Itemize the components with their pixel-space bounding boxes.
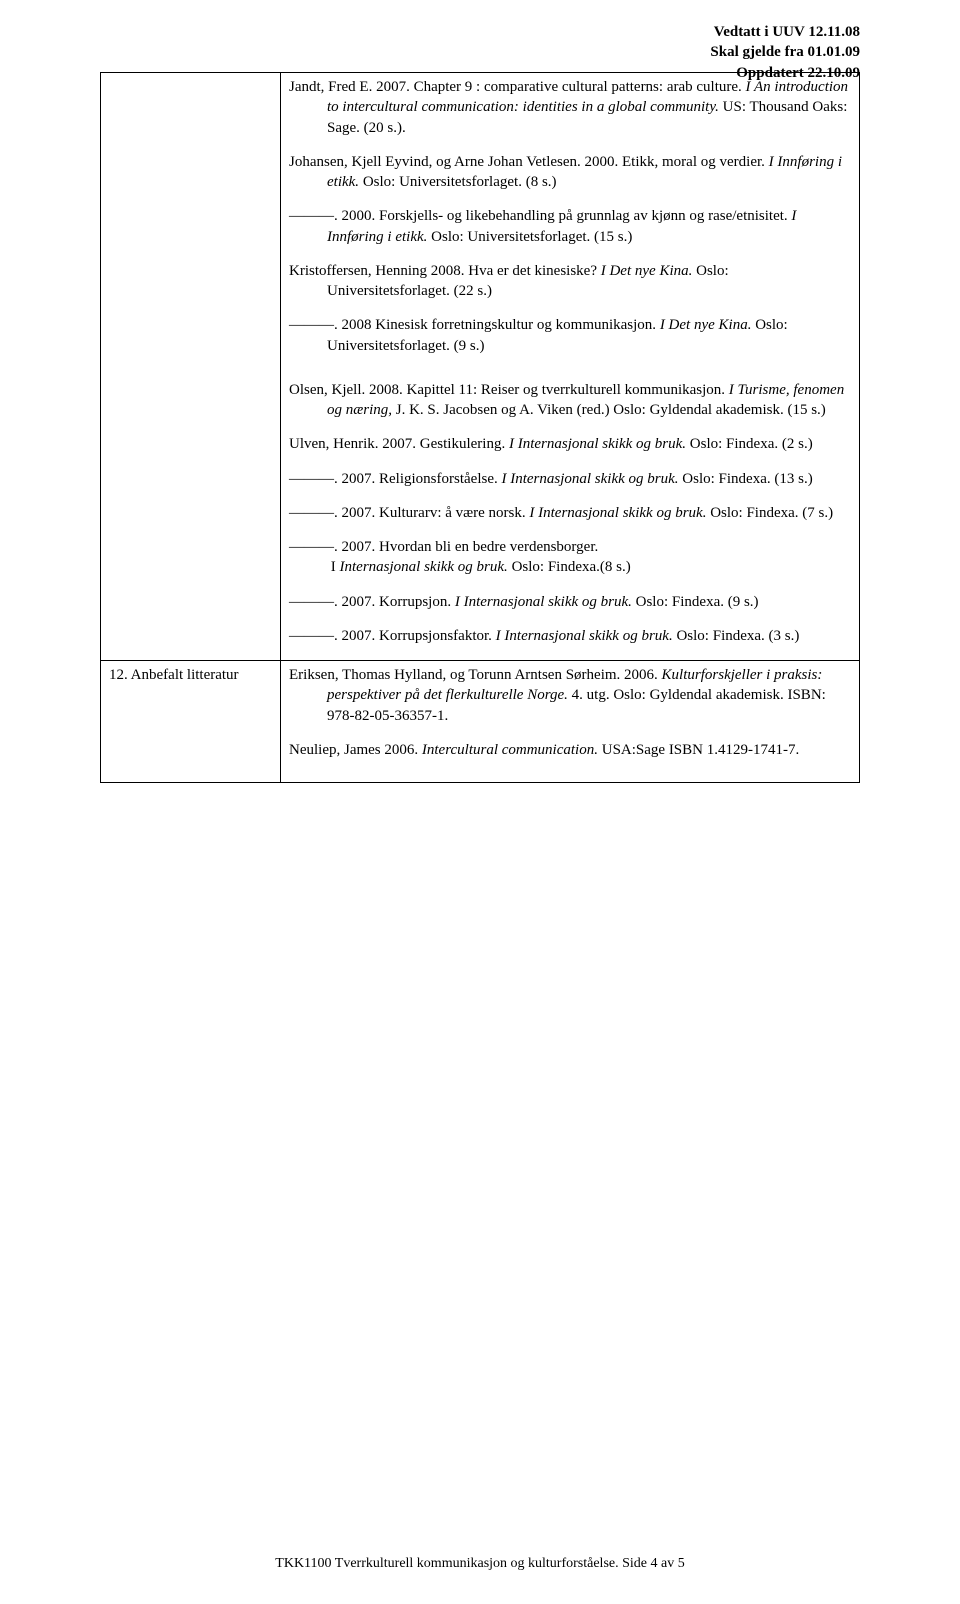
ref-italic: I Internasjonal skikk og bruk. [529, 505, 706, 521]
table-row: 12. Anbefalt litteratur Eriksen, Thomas … [101, 661, 860, 783]
ref-text: Oslo: Findexa. (9 s.) [632, 594, 759, 610]
ref-text: ———. 2007. Religionsforståelse. [289, 471, 501, 487]
reference-entry: Jandt, Fred E. 2007. Chapter 9 : compara… [289, 77, 851, 138]
row-content-cell: Jandt, Fred E. 2007. Chapter 9 : compara… [281, 73, 860, 661]
ref-italic: I Internasjonal skikk og bruk. [496, 628, 673, 644]
header-line: Oppdatert 22.10.09 [710, 63, 860, 83]
ref-text: Oslo: Findexa. (2 s.) [686, 436, 813, 452]
reference-entry: Johansen, Kjell Eyvind, og Arne Johan Ve… [289, 152, 851, 193]
reference-entry: Neuliep, James 2006. Intercultural commu… [289, 740, 851, 760]
page-footer: TKK1100 Tverrkulturell kommunikasjon og … [0, 1555, 960, 1574]
ref-text: Olsen, Kjell. 2008. Kapittel 11: Reiser … [289, 382, 729, 398]
ref-italic: I Det nye Kina. [601, 263, 693, 279]
ref-italic: I Internasjonal skikk og bruk. [455, 594, 632, 610]
header-line: Vedtatt i UUV 12.11.08 [710, 22, 860, 42]
reference-entry: ———. 2008 Kinesisk forretningskultur og … [289, 315, 851, 356]
footer-text: TKK1100 Tverrkulturell kommunikasjon og … [275, 1556, 622, 1571]
reference-entry: Kristoffersen, Henning 2008. Hva er det … [289, 261, 851, 302]
footer-page: Side 4 av 5 [622, 1556, 685, 1571]
ref-text: Neuliep, James 2006. [289, 742, 422, 758]
ref-text: Johansen, Kjell Eyvind, og Arne Johan Ve… [289, 154, 769, 170]
ref-text: ———. 2008 Kinesisk forretningskultur og … [289, 317, 660, 333]
reference-entry: Eriksen, Thomas Hylland, og Torunn Arnts… [289, 665, 851, 726]
ref-text: J. K. S. Jacobsen og A. Viken (red.) Osl… [392, 402, 826, 418]
page-header-meta: Vedtatt i UUV 12.11.08 Skal gjelde fra 0… [710, 22, 860, 83]
ref-text: Oslo: Universitetsforlaget. (8 s.) [359, 174, 556, 190]
ref-text: ———. 2007. Korrupsjon. [289, 594, 455, 610]
ref-text: ———. 2000. Forskjells- og likebehandling… [289, 208, 791, 224]
literature-table: Jandt, Fred E. 2007. Chapter 9 : compara… [100, 72, 860, 783]
ref-italic: Internasjonal skikk og bruk. [340, 559, 508, 575]
reference-entry: Olsen, Kjell. 2008. Kapittel 11: Reiser … [289, 380, 851, 421]
spacer [289, 370, 851, 380]
ref-text: ———. 2007. Kulturarv: å være norsk. [289, 505, 529, 521]
reference-entry: ———. 2007. Korrupsjon. I Internasjonal s… [289, 592, 851, 612]
reference-entry: ———. 2007. Kulturarv: å være norsk. I In… [289, 503, 851, 523]
ref-text: I [331, 559, 340, 575]
ref-italic: I Internasjonal skikk og bruk. [509, 436, 686, 452]
ref-text: Jandt, Fred E. 2007. Chapter 9 : compara… [289, 79, 746, 95]
ref-italic: Intercultural communication. [422, 742, 598, 758]
reference-entry: ———. 2007. Religionsforståelse. I Intern… [289, 469, 851, 489]
ref-text: ———. 2007. Korrupsjonsfaktor. [289, 628, 496, 644]
row-label-cell: 12. Anbefalt litteratur [101, 661, 281, 783]
ref-text: USA:Sage ISBN 1.4129-1741-7. [598, 742, 799, 758]
ref-italic: I Internasjonal skikk og bruk. [501, 471, 678, 487]
ref-text: Oslo: Findexa. (13 s.) [679, 471, 813, 487]
row-content-cell: Eriksen, Thomas Hylland, og Torunn Arnts… [281, 661, 860, 783]
ref-text: Oslo: Findexa.(8 s.) [508, 559, 631, 575]
header-line: Skal gjelde fra 01.01.09 [710, 42, 860, 62]
reference-entry: ———. 2007. Hvordan bli en bedre verdensb… [289, 537, 851, 578]
ref-text: Eriksen, Thomas Hylland, og Torunn Arnts… [289, 667, 662, 683]
reference-entry: ———. 2007. Korrupsjonsfaktor. I Internas… [289, 626, 851, 646]
ref-text: Ulven, Henrik. 2007. Gestikulering. [289, 436, 509, 452]
row-label-cell [101, 73, 281, 661]
ref-text: Oslo: Universitetsforlaget. (15 s.) [427, 229, 632, 245]
ref-text: Kristoffersen, Henning 2008. Hva er det … [289, 263, 601, 279]
ref-text: Oslo: Findexa. (7 s.) [706, 505, 833, 521]
ref-italic: I Det nye Kina. [660, 317, 752, 333]
reference-entry: ———. 2000. Forskjells- og likebehandling… [289, 206, 851, 247]
ref-text: ———. 2007. Hvordan bli en bedre verdensb… [289, 539, 598, 555]
ref-text: Oslo: Findexa. (3 s.) [673, 628, 800, 644]
table-row: Jandt, Fred E. 2007. Chapter 9 : compara… [101, 73, 860, 661]
row-label: 12. Anbefalt litteratur [109, 667, 239, 683]
reference-entry: Ulven, Henrik. 2007. Gestikulering. I In… [289, 434, 851, 454]
